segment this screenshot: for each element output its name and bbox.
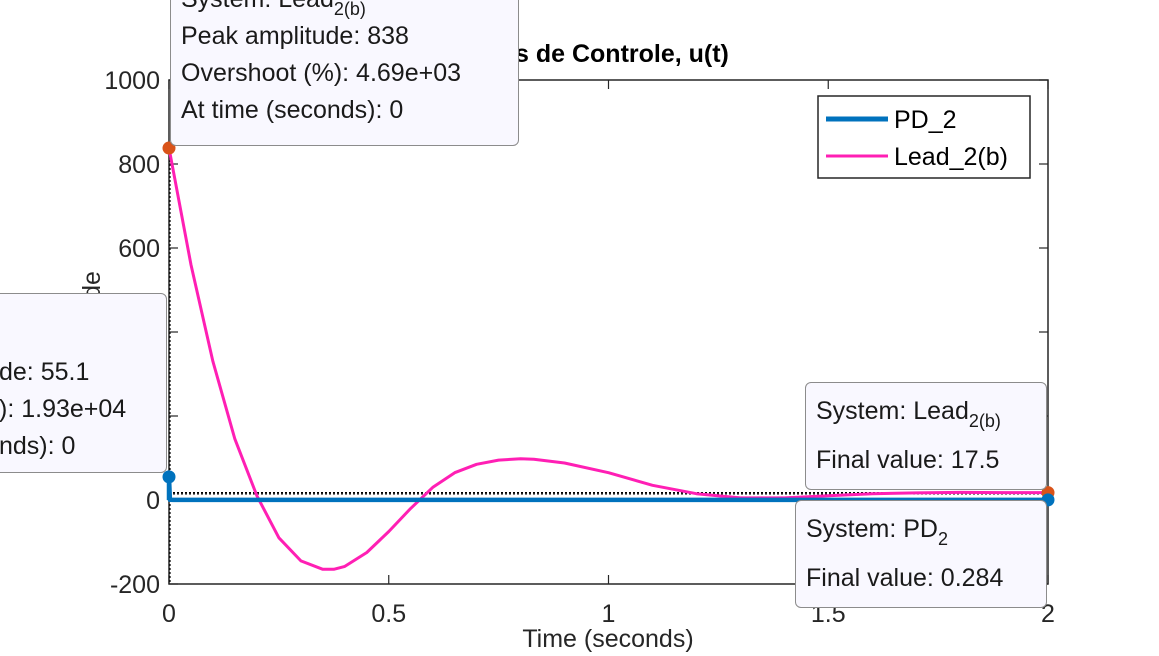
datatip-overshoot: ): 1.93e+04: [0, 395, 127, 423]
x-tick-label: 1: [602, 600, 616, 628]
y-tick-label: -200: [110, 571, 160, 599]
y-tick-label: 600: [118, 235, 160, 263]
datatip-time: nds): 0: [0, 432, 76, 460]
datatip-lead-peak[interactable]: System: Lead2(b) Peak amplitude: 838 Ove…: [170, 0, 519, 146]
x-axis-label: Time (seconds): [522, 625, 693, 653]
x-tick-label: 0: [162, 600, 176, 628]
datatip-system: System: Lead2(b): [816, 397, 1001, 431]
series-line-lead-2-b-: [167, 147, 1048, 571]
chart-title: s de Controle, u(t): [515, 40, 729, 68]
datatip-system: System: Lead2(b): [181, 0, 366, 19]
datatip-final-value: Final value: 0.284: [806, 564, 1004, 592]
y-tick-label: 0: [146, 487, 160, 515]
datatip-pd-peak[interactable]: de: 55.1 ): 1.93e+04 nds): 0: [0, 293, 167, 473]
y-tick-label: 800: [118, 151, 160, 179]
legend-label: Lead_2(b): [894, 143, 1008, 171]
datatip-peak-amplitude: Peak amplitude: 838: [181, 22, 409, 50]
legend-label: PD_2: [894, 106, 957, 134]
datatip-time: At time (seconds): 0: [181, 96, 404, 124]
datatip-overshoot: Overshoot (%): 4.69e+03: [181, 59, 462, 87]
datatip-pd-final[interactable]: System: PD2 Final value: 0.284: [795, 500, 1047, 608]
x-tick-label: 2: [1041, 600, 1055, 628]
legend[interactable]: PD_2 Lead_2(b): [817, 95, 1031, 179]
datatip-final-value: Final value: 17.5: [816, 446, 1000, 474]
y-tick-label: 1000: [104, 67, 160, 95]
datatip-lead-final[interactable]: System: Lead2(b) Final value: 17.5: [805, 382, 1047, 490]
x-tick-label: 0.5: [371, 600, 406, 628]
datatip-system: System: PD2: [806, 515, 948, 549]
datatip-marker: [162, 470, 176, 484]
datatip-peak-amplitude: de: 55.1: [0, 358, 90, 386]
legend-box: [817, 95, 1031, 179]
